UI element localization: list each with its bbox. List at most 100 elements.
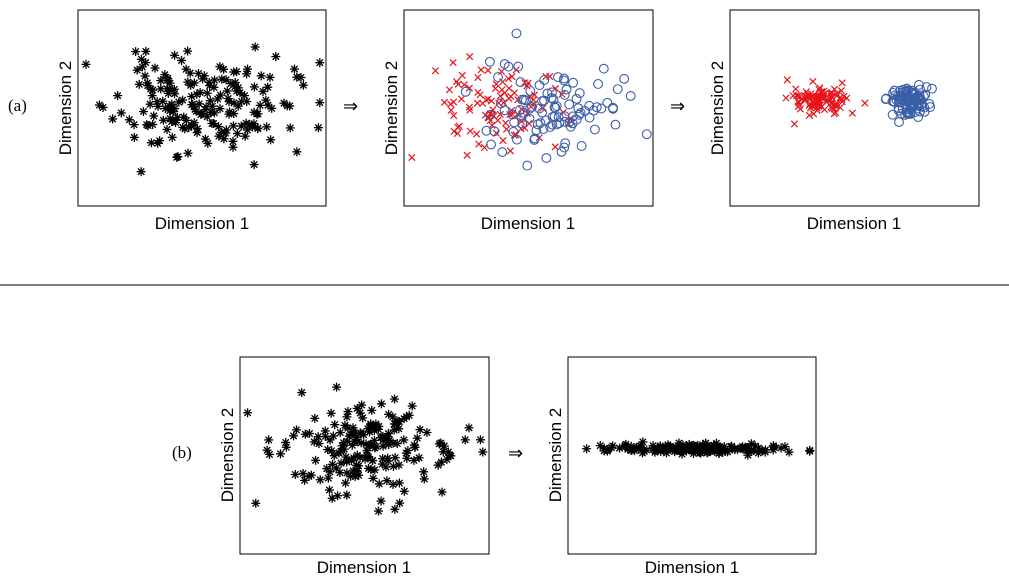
data-point <box>187 100 197 110</box>
data-point <box>527 101 537 112</box>
data-point <box>366 465 376 475</box>
data-point <box>623 444 633 454</box>
data-point <box>134 79 144 89</box>
data-point <box>782 94 790 102</box>
data-point <box>186 80 196 90</box>
data-point <box>506 110 514 119</box>
data-point <box>374 506 384 516</box>
data-point <box>795 91 803 100</box>
data-point <box>547 87 557 98</box>
data-point <box>915 106 925 117</box>
data-point <box>915 93 926 104</box>
data-point <box>243 408 253 418</box>
data-point <box>340 420 350 430</box>
data-point <box>780 442 790 452</box>
data-point <box>815 97 823 105</box>
data-point <box>497 67 506 76</box>
data-point <box>498 86 506 94</box>
data-point <box>136 54 146 64</box>
data-point <box>593 79 604 89</box>
data-point <box>198 74 208 84</box>
data-point <box>559 108 567 117</box>
data-point <box>171 118 181 128</box>
data-point <box>419 467 429 477</box>
data-point <box>187 92 197 102</box>
data-point <box>341 452 351 462</box>
data-point <box>183 148 193 158</box>
data-point <box>589 124 600 135</box>
data-point <box>460 435 470 445</box>
data-point <box>484 66 492 74</box>
data-point <box>167 132 177 142</box>
data-point <box>298 80 308 90</box>
data-point <box>920 89 931 100</box>
data-point <box>242 125 252 135</box>
data-point <box>568 77 579 88</box>
data-point <box>162 124 172 134</box>
data-point <box>347 440 357 450</box>
data-point <box>233 83 243 93</box>
data-point <box>506 147 515 155</box>
data-point <box>559 73 570 84</box>
data-point <box>525 103 536 114</box>
data-point <box>183 46 193 56</box>
data-point <box>253 123 263 133</box>
data-point <box>805 111 814 120</box>
data-point <box>389 425 399 435</box>
data-point <box>275 449 285 459</box>
arrow-b: ⇒ <box>508 443 523 464</box>
data-point <box>305 429 315 439</box>
data-point <box>242 69 252 79</box>
data-point <box>252 109 262 119</box>
data-point <box>783 76 791 84</box>
data-point <box>913 79 924 90</box>
data-point <box>475 140 483 148</box>
data-point <box>452 77 461 86</box>
data-point <box>493 72 503 83</box>
data-point <box>240 131 250 141</box>
data-point <box>608 441 618 451</box>
data-point <box>162 84 172 94</box>
data-point <box>388 438 398 448</box>
panel-b1: Dimension 1 Dimension 2 <box>218 356 490 577</box>
data-point <box>831 102 840 110</box>
data-point <box>376 399 386 409</box>
data-point <box>292 147 302 157</box>
data-point <box>289 64 299 74</box>
data-point <box>192 128 202 138</box>
data-point <box>809 77 817 86</box>
data-point <box>341 478 351 488</box>
data-point <box>217 74 227 84</box>
data-point <box>181 64 191 74</box>
data-point <box>352 466 362 476</box>
data-point <box>320 431 330 441</box>
data-point <box>485 109 496 120</box>
data-point <box>828 89 836 97</box>
data-point <box>359 430 369 440</box>
data-point <box>464 423 474 433</box>
data-point <box>412 433 422 443</box>
data-point <box>249 82 259 92</box>
data-point <box>403 446 413 456</box>
data-point <box>394 460 404 470</box>
data-point <box>326 408 336 418</box>
data-point <box>136 167 146 177</box>
data-point <box>549 102 560 113</box>
data-point <box>131 47 141 57</box>
data-point <box>409 455 419 465</box>
data-point <box>466 127 474 135</box>
data-point <box>352 437 362 447</box>
data-point <box>172 152 182 162</box>
data-point <box>145 99 155 109</box>
data-point <box>390 504 400 514</box>
data-point <box>383 453 393 463</box>
data-point <box>801 92 809 100</box>
xlabel-b1: Dimension 1 <box>317 558 412 577</box>
data-point <box>547 111 558 122</box>
data-point <box>355 452 365 462</box>
data-point <box>898 84 909 95</box>
data-point <box>838 95 846 104</box>
data-point <box>489 126 500 137</box>
data-point <box>715 442 725 452</box>
data-point <box>209 82 219 92</box>
